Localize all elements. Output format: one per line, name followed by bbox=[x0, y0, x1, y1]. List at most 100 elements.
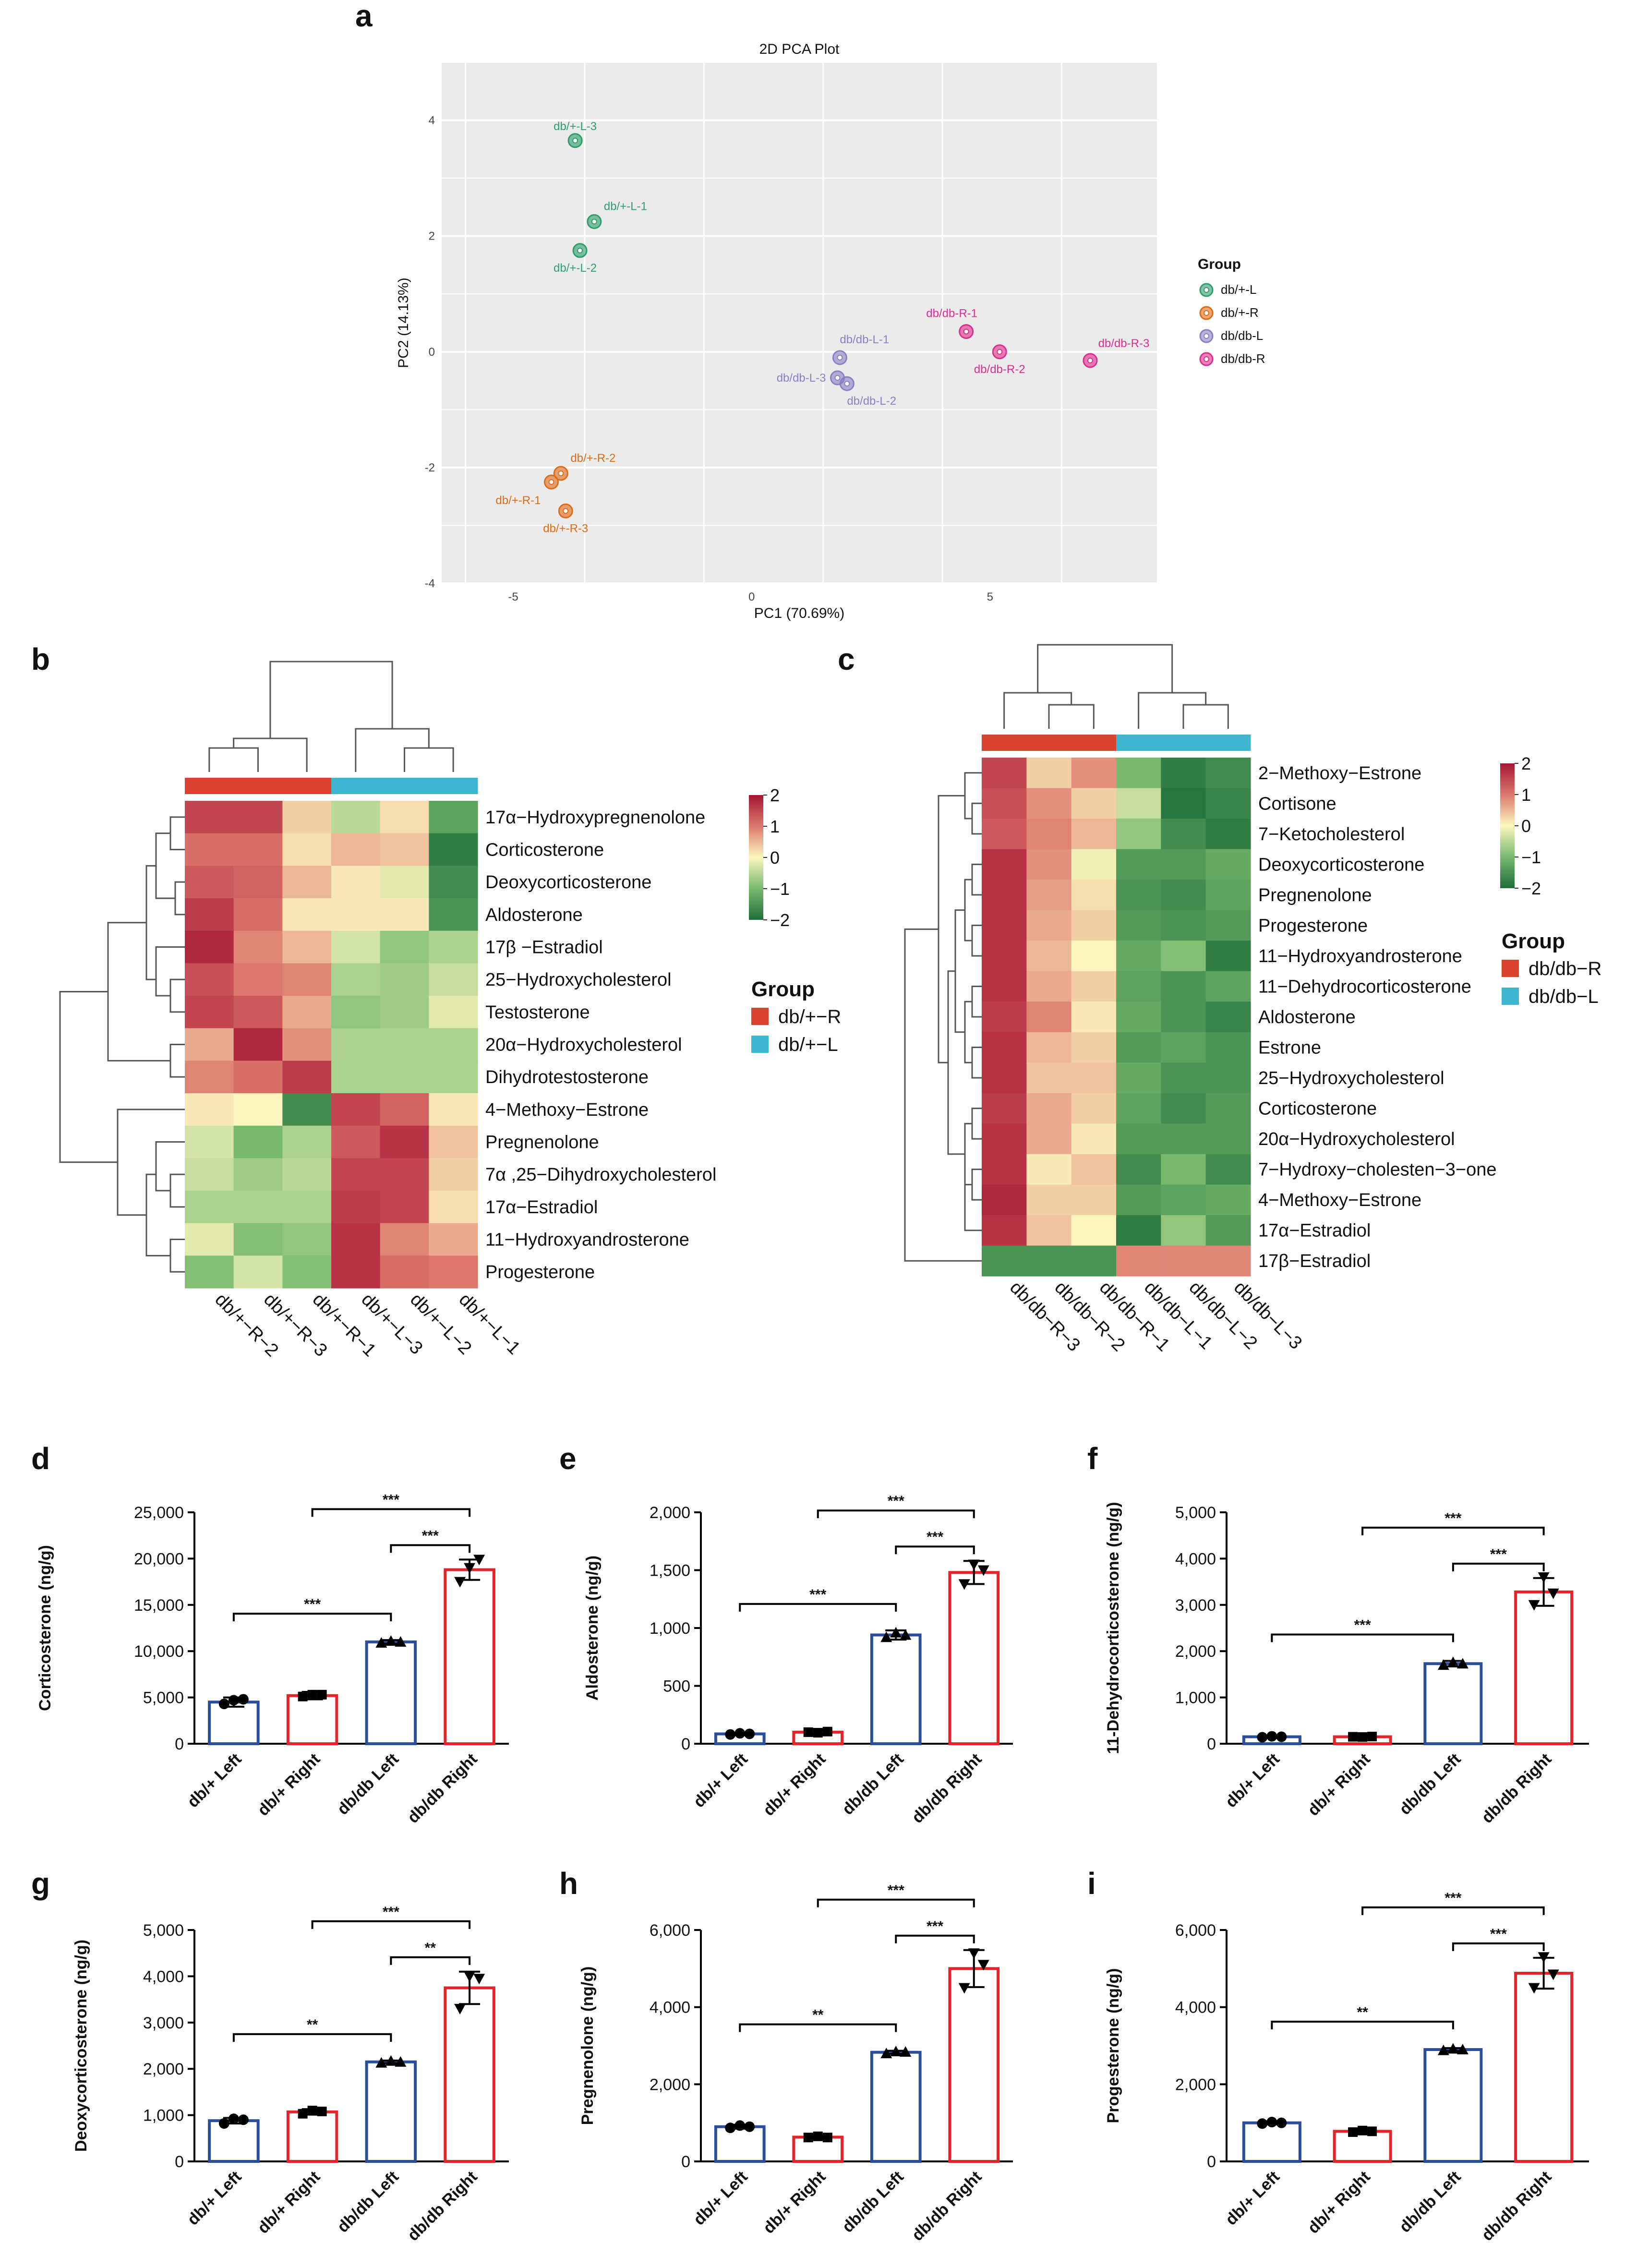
dendrogram-branch bbox=[971, 1047, 982, 1079]
pca-point-center bbox=[563, 508, 569, 514]
significance-bracket bbox=[232, 1613, 392, 1622]
heatmap-cell bbox=[1205, 880, 1251, 911]
significance-label: ** bbox=[1357, 2004, 1368, 2020]
heatmap-legend-label: db/+−R bbox=[778, 1006, 841, 1027]
heatmap-cell bbox=[233, 1125, 283, 1158]
heatmap-row-label: 11−Hydroxyandrosterone bbox=[1258, 946, 1462, 966]
bar-y-tick-label: 2,000 bbox=[143, 2060, 184, 2078]
heatmap-row-label: 17α−Estradiol bbox=[485, 1197, 598, 1218]
heatmap-row-label: 20α−Hydroxycholesterol bbox=[1258, 1129, 1455, 1149]
heatmap-cell bbox=[1116, 910, 1161, 941]
heatmap-cell bbox=[185, 833, 234, 866]
pca-chart: 2D PCA Plot PC1 (70.69%) PC2 (14.13%) -5 0 5 -… bbox=[396, 41, 1265, 621]
heatmap-cell bbox=[1116, 849, 1161, 880]
heatmap-cell bbox=[1205, 1245, 1251, 1277]
bar-y-tick-label: 0 bbox=[1207, 2153, 1216, 2171]
significance-bracket bbox=[817, 1898, 975, 1907]
heatmap-cell bbox=[282, 1158, 332, 1191]
heatmap-b: 17α−Hydroxypregnenolone Corticosterone Deo… bbox=[59, 661, 841, 1361]
heatmap-scale-label: −1 bbox=[770, 879, 790, 899]
heatmap-scale-label: 0 bbox=[1521, 816, 1531, 836]
bar-category-label: db/db Left bbox=[1396, 1750, 1464, 1819]
bar bbox=[1514, 1590, 1574, 1746]
pca-ytick: 0 bbox=[429, 346, 435, 359]
heatmap-cell bbox=[233, 898, 283, 931]
heatmap-row-label: 25−Hydroxycholesterol bbox=[1258, 1068, 1444, 1088]
heatmap-cell bbox=[1071, 1215, 1117, 1246]
heatmap-cell bbox=[1071, 941, 1117, 972]
bar-category-label: db/+ Left bbox=[690, 1750, 751, 1811]
bar-category-label: db/+ Right bbox=[254, 1750, 324, 1820]
heatmap-cell bbox=[1161, 849, 1206, 880]
heatmap-cell bbox=[185, 1028, 234, 1061]
bar-y-tick-label: 4,000 bbox=[650, 1999, 690, 2017]
data-point-triangle bbox=[900, 1629, 912, 1640]
heatmap-cell bbox=[185, 996, 234, 1029]
pca-legend-label: db/+-R bbox=[1221, 305, 1259, 320]
heatmap-cell bbox=[1116, 880, 1161, 911]
heatmap-cell bbox=[185, 1158, 234, 1191]
heatmap-cell bbox=[1026, 819, 1072, 850]
heatmap-cell bbox=[429, 1093, 478, 1126]
pca-xtick: 0 bbox=[748, 591, 755, 603]
data-point-square bbox=[1358, 2125, 1368, 2135]
panel-letter-f: f bbox=[1087, 1441, 1098, 1476]
pca-point-label: db/db-R-3 bbox=[1098, 337, 1150, 350]
heatmap-cell bbox=[1116, 1215, 1161, 1246]
bar-category-label: db/+ Right bbox=[254, 2168, 324, 2237]
bar-y-label: Deoxycorticosterone (ng/g) bbox=[72, 1940, 90, 2152]
heatmap-group-bar-cell bbox=[1026, 735, 1072, 751]
heatmap-cell bbox=[429, 1223, 478, 1256]
bar-y-tick-label: 0 bbox=[681, 1735, 690, 1753]
bar bbox=[870, 2051, 922, 2163]
bar-y-tick-label: 1,500 bbox=[650, 1562, 690, 1580]
pca-point-center bbox=[572, 137, 578, 144]
bar-y-tick-label: 0 bbox=[175, 1735, 184, 1753]
dendrogram-branch bbox=[404, 747, 454, 772]
heatmap-row-label: Corticosterone bbox=[1258, 1099, 1377, 1119]
heatmap-cell bbox=[429, 930, 478, 964]
dendrogram-branch bbox=[169, 1173, 185, 1208]
heatmap-cell bbox=[1116, 1032, 1161, 1063]
heatmap-cell bbox=[1205, 758, 1251, 789]
data-point-down-triangle bbox=[977, 1960, 989, 1971]
significance-bracket bbox=[817, 1509, 975, 1519]
significance-label: *** bbox=[1444, 1510, 1461, 1526]
dendrogram-branch bbox=[964, 772, 982, 820]
dendrogram-branch bbox=[1037, 644, 1173, 693]
pca-point-center bbox=[548, 479, 554, 485]
heatmap-row-label: 17β−Estradiol bbox=[1258, 1251, 1371, 1271]
heatmap-cell bbox=[1161, 758, 1206, 789]
bar-y-tick-label: 6,000 bbox=[1175, 1921, 1216, 1940]
data-point-square bbox=[813, 1728, 823, 1738]
bar bbox=[365, 1640, 417, 1745]
data-point-square bbox=[1348, 2127, 1358, 2137]
heatmap-legend-title: Group bbox=[1502, 929, 1565, 953]
heatmap-row-label: Pregnenolone bbox=[485, 1133, 599, 1153]
data-point-down-triangle bbox=[454, 1577, 466, 1588]
bar bbox=[1242, 2121, 1301, 2163]
data-point-square bbox=[1367, 1732, 1377, 1742]
pca-point-label: db/db-R-1 bbox=[926, 307, 977, 320]
bar bbox=[714, 2125, 766, 2163]
panel-letter-d: d bbox=[31, 1441, 50, 1476]
pca-xtick: -5 bbox=[508, 591, 518, 603]
heatmap-cell bbox=[1205, 971, 1251, 1002]
data-point-triangle bbox=[385, 2055, 397, 2066]
heatmap-group-bar-cell bbox=[282, 778, 332, 794]
heatmap-cell bbox=[429, 1191, 478, 1224]
data-point-square bbox=[803, 1727, 813, 1737]
pca-point-center bbox=[844, 381, 850, 387]
heatmap-cell bbox=[1205, 1032, 1251, 1063]
heatmap-row-label: Testosterone bbox=[485, 1002, 590, 1023]
heatmap-row-label: 7−Hydroxy−cholesten−3−one bbox=[1258, 1160, 1496, 1180]
heatmap-cell bbox=[1161, 1062, 1206, 1094]
significance-bracket bbox=[232, 2033, 392, 2042]
significance-label: *** bbox=[304, 1596, 321, 1612]
heatmap-cell bbox=[1161, 1245, 1206, 1277]
data-point-circle bbox=[744, 2121, 755, 2132]
heatmap-cell bbox=[1205, 849, 1251, 880]
bar-category-label: db/db Right bbox=[404, 2168, 481, 2244]
heatmap-cell bbox=[1026, 849, 1072, 880]
heatmap-cell bbox=[282, 1255, 332, 1289]
